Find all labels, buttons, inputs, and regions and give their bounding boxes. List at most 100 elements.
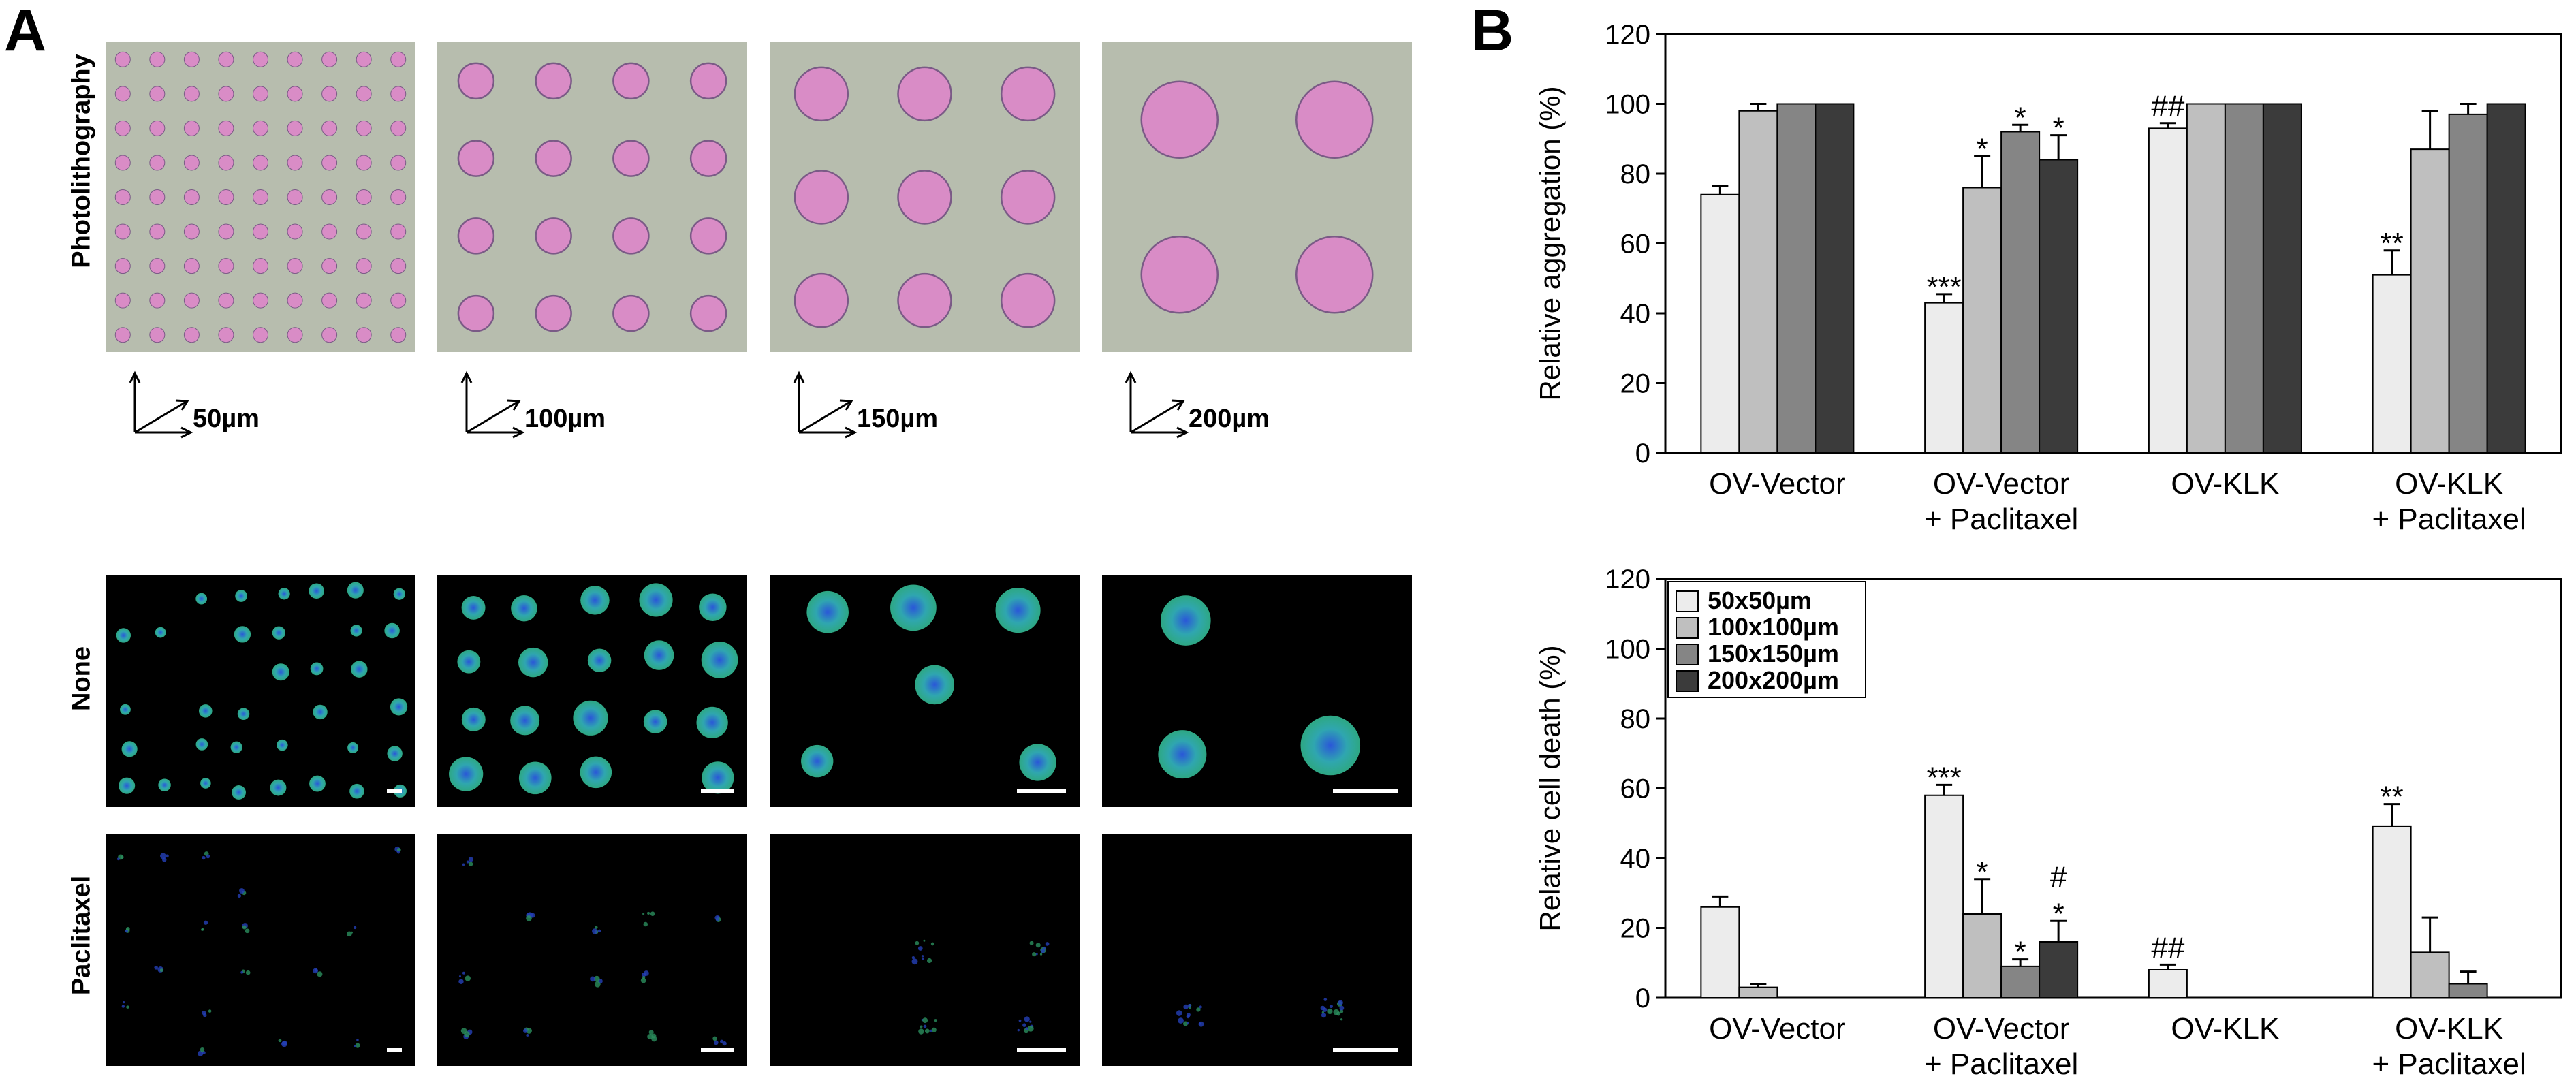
x-tick-label: OV-Vector [1933,467,2070,501]
fluorescence-paclitaxel-100 [437,834,747,1066]
photo-well [457,140,495,177]
x-tick-label: OV-KLK [2171,1012,2279,1045]
cell-aggregate [309,583,324,599]
cell-aggregate [587,648,612,672]
cell-aggregate [272,663,289,681]
cell-fragment [918,1017,937,1035]
cell-fragment [201,920,208,931]
cell-aggregate [801,744,834,778]
photo-well [689,217,727,255]
significance-mark: ## [2151,931,2184,964]
photo-well [253,120,268,136]
cell-fragment [1017,1016,1034,1034]
y-tick-label: 120 [1605,20,1650,50]
photo-well [114,86,131,102]
photo-well [183,86,200,102]
photo-well [390,189,407,205]
x-tick-label: OV-KLK [2171,467,2279,501]
cell-aggregate [200,778,211,789]
cell-fragment [714,915,721,922]
fluorescence-none-100 [437,575,747,807]
bar [2410,951,2450,998]
cell-fragment [712,1036,727,1046]
photo-well [114,51,131,67]
photo-well [356,189,372,205]
photo-well [149,155,166,171]
cell-fragment [462,857,473,866]
cell-aggregate [643,710,667,733]
significance-mark: * [1977,855,1988,889]
photo-well [356,120,372,136]
photo-well [1000,170,1056,225]
photo-well [794,170,849,225]
photo-well [183,292,200,309]
photo-well [1295,236,1374,314]
photo-well [183,51,200,67]
cell-aggregate [644,640,674,670]
bar [1700,193,1740,454]
significance-mark: # [2050,860,2067,894]
cell-aggregate [310,662,324,676]
cell-aggregate [121,741,138,757]
photo-well [149,327,166,343]
fluorescence-image [1102,575,1412,807]
cell-fragment [198,1047,206,1056]
photo-well [253,327,268,343]
x-tick-label-line2: + Paclitaxel [2372,1047,2526,1081]
cell-fragment [121,1001,129,1009]
photo-well [390,258,407,274]
cell-aggregate [235,590,247,602]
bar [2448,113,2488,454]
photo-well [321,51,338,67]
y-tick-label: 80 [1620,704,1651,734]
photo-well [321,189,338,205]
y-tick-label: 40 [1620,844,1651,874]
scale-bar [387,1048,402,1052]
fluorescence-paclitaxel-50 [106,834,415,1066]
photo-well [287,120,303,136]
fluorescence-image [106,834,415,1066]
cell-aggregate [915,665,955,705]
bar [2372,274,2412,454]
bar [2262,103,2302,454]
scale-label-200: 200µm [1189,405,1270,433]
cell-fragment [240,969,251,975]
photo-well [535,294,572,332]
cell-aggregate [699,593,727,621]
axis-arrows-icon [1125,370,1189,439]
cell-fragment [160,853,169,862]
photo-well [253,155,268,171]
significance-mark: *** [1926,761,1961,794]
y-tick-label: 60 [1620,774,1651,804]
x-tick-label: OV-Vector [1933,1012,2070,1045]
fluorescence-none-200 [1102,575,1412,807]
legend-label: 150x150µm [1708,640,1839,667]
photo-tile-150 [770,42,1080,352]
scale-key-50: 50µm [128,368,292,443]
axis-arrows-icon [460,370,525,439]
bar [2186,103,2226,454]
photo-well [1295,80,1374,159]
bar [1815,103,1855,454]
photo-well [356,292,372,309]
cell-aggregate [1019,744,1056,781]
cell-aggregate [461,707,486,731]
photo-well [218,155,234,171]
cell-fragment [1029,941,1050,957]
bar [2000,131,2041,454]
photo-well [390,327,407,343]
photo-well [149,51,166,67]
photo-well [253,189,268,205]
photo-well [356,258,372,274]
y-tick-label: 60 [1620,230,1651,259]
photo-well [535,140,572,177]
row-label-photolithography: Photolithography [67,54,96,268]
axis-arrows-icon [129,370,193,439]
fluorescence-paclitaxel-200 [1102,834,1412,1066]
photo-well [321,292,338,309]
photo-well [457,294,495,332]
fluorescence-none-150 [770,575,1080,807]
cell-fragment [125,927,130,933]
photo-well [218,223,234,240]
cell-fragment [911,939,934,965]
